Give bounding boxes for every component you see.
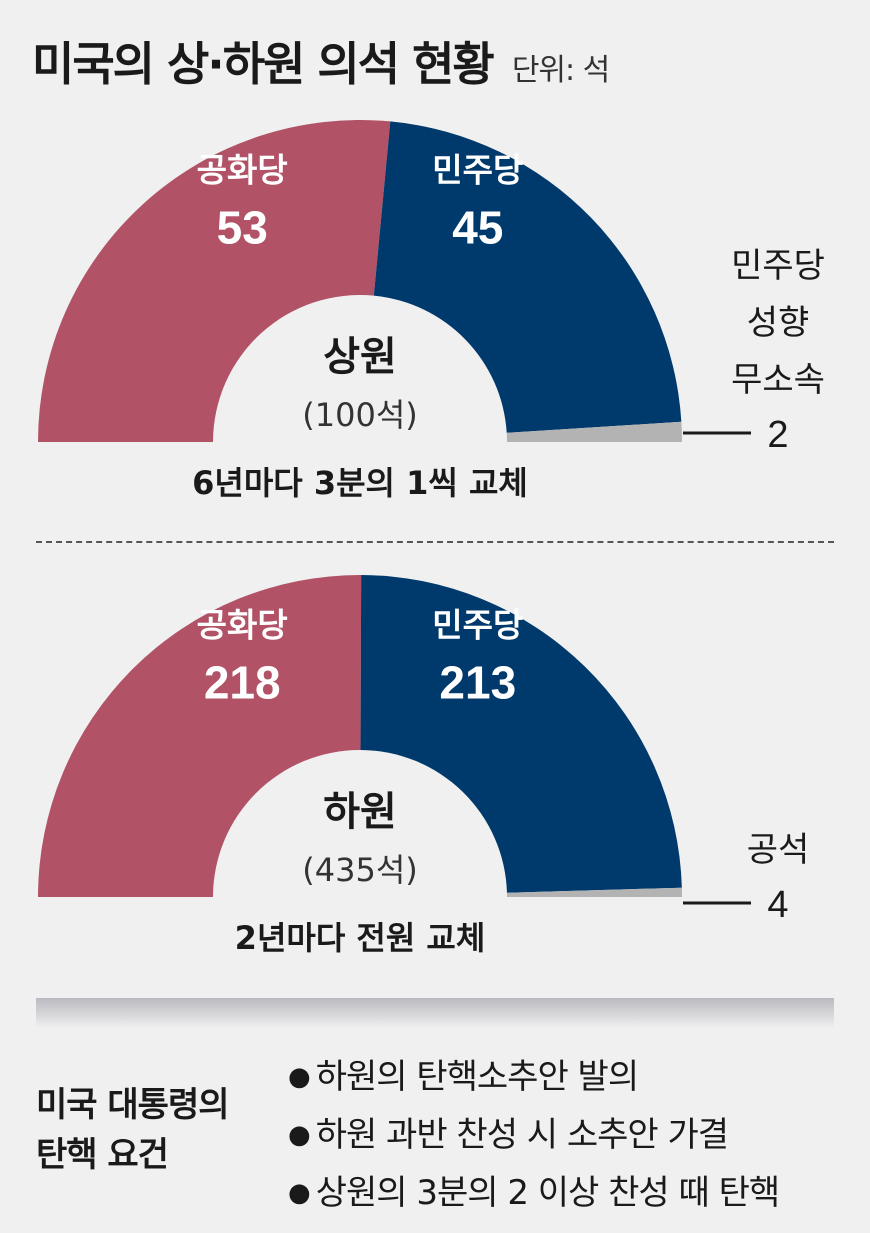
header: 미국의 상·하원 의석 현황 단위: 석 — [32, 28, 610, 94]
requirement-text: 상원의 3분의 2 이상 찬성 때 탄핵 — [315, 1173, 780, 1213]
requirement-item: ● 하원의 탄핵소추안 발의 — [288, 1048, 779, 1106]
chart-title: 미국의 상·하원 의석 현황 — [32, 37, 495, 91]
total-seats-label: (100석) — [302, 396, 418, 434]
section-divider — [36, 541, 834, 543]
requirements-title-line: 탄핵 요건 — [36, 1135, 169, 1175]
side-label: 공석 — [747, 830, 810, 870]
section-shadow-bar — [36, 998, 834, 1028]
seat-slice — [373, 121, 682, 433]
senate-chart: 공화당 53 민주당 45 상원 (100석) 6년마다 3분의 1씩 교체 민주당성향무소속… — [38, 119, 825, 502]
side-value: 4 — [767, 884, 788, 926]
side-label: 민주당 — [731, 246, 825, 286]
seat-slice — [38, 119, 391, 442]
seat-slice — [38, 575, 362, 897]
party-label: 공화당 — [197, 606, 288, 645]
requirement-item: ● 상원의 3분의 2 이상 찬성 때 탄핵 — [288, 1164, 780, 1222]
side-value: 2 — [767, 414, 788, 456]
seat-value-label: 53 — [217, 202, 268, 254]
side-label: 무소속 — [731, 360, 825, 400]
requirements-title: 미국 대통령의 탄핵 요건 — [36, 1080, 230, 1180]
party-label: 민주당 — [432, 151, 523, 190]
chamber-label: 상원 — [323, 334, 397, 380]
seat-slice — [360, 575, 682, 893]
requirement-item: ● 하원 과반 찬성 시 소추안 가결 — [288, 1106, 779, 1164]
party-label: 공화당 — [197, 151, 288, 190]
replacement-note: 2년마다 전원 교체 — [235, 919, 486, 957]
replacement-note: 6년마다 3분의 1씩 교체 — [192, 464, 528, 502]
requirements-title-line: 미국 대통령의 — [36, 1085, 230, 1125]
party-label: 민주당 — [432, 606, 523, 645]
bullet-icon: ● — [288, 1062, 311, 1092]
requirements-list: ● 하원의 탄핵소추안 발의 ● 하원 과반 찬성 시 소추안 가결 ● 상원의 3분… — [288, 1048, 780, 1222]
unit-label: 단위: 석 — [511, 53, 610, 88]
requirement-text: 하원의 탄핵소추안 발의 — [315, 1057, 639, 1097]
requirement-text: 하원 과반 찬성 시 소추안 가결 — [315, 1115, 729, 1155]
side-label: 성향 — [747, 303, 810, 343]
chamber-label: 하원 — [323, 789, 397, 835]
house-chart: 공화당 218 민주당 213 하원 (435석) 2년마다 전원 교체 공석 4 — [38, 575, 810, 957]
bullet-icon: ● — [288, 1178, 311, 1208]
seat-slice — [506, 887, 682, 897]
seat-slice — [506, 421, 682, 442]
seat-value-label: 213 — [439, 657, 516, 709]
seat-value-label: 218 — [204, 657, 281, 709]
bullet-icon: ● — [288, 1120, 311, 1150]
total-seats-label: (435석) — [302, 851, 418, 889]
seat-value-label: 45 — [452, 202, 503, 254]
